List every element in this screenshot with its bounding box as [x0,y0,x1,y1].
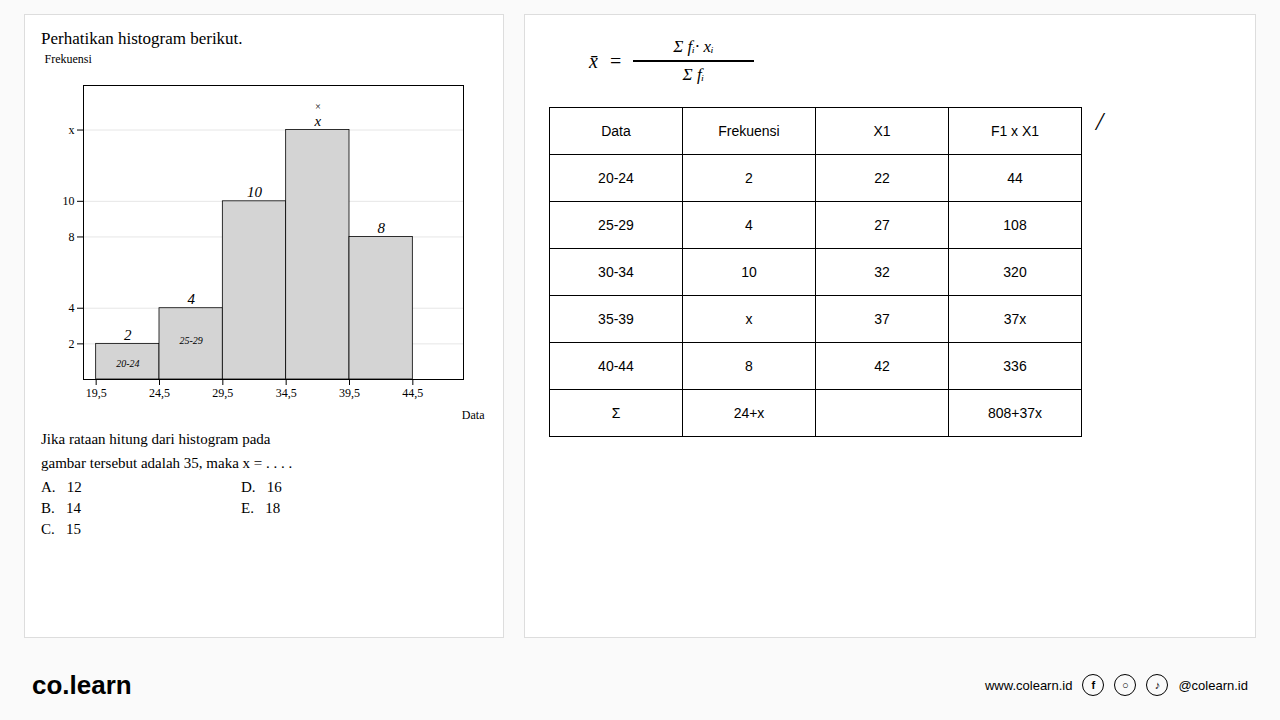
svg-text:2: 2 [69,337,75,351]
svg-text:44,5: 44,5 [402,386,423,400]
svg-text:10: 10 [63,194,75,208]
svg-text:39,5: 39,5 [339,386,360,400]
html-text:www.colearn.id: www.colearn.id [985,677,1073,693]
html-text:Perhatikan histogram berikut.: Perhatikan histogram berikut. [41,29,243,48]
html-text:336: 336 [1003,358,1027,374]
html-text:42: 42 [874,358,890,374]
html-text:37x: 37x [1003,311,1027,327]
html-text:x: x [745,311,753,327]
html-text:f: f [1091,679,1096,691]
html-text:44: 44 [1007,170,1023,186]
svg-text:29,5: 29,5 [212,386,233,400]
svg-text:x: x [313,113,321,129]
html-text:@colearn.id: @colearn.id [1178,677,1248,693]
html-text:D. 16: D. 16 [241,479,282,495]
html-text:A. 12: A. 12 [41,479,82,495]
html-text:C. 15: C. 15 [41,521,81,537]
html-text:24+x: 24+x [733,405,765,421]
html-text:22: 22 [874,170,890,186]
svg-text:4: 4 [69,301,75,315]
html-text:25-29: 25-29 [598,217,634,233]
svg-text:4: 4 [187,291,195,307]
html-text:27: 27 [874,217,890,233]
svg-text:Frekuensi: Frekuensi [45,52,93,66]
svg-text:8: 8 [377,220,385,236]
html-text:320: 320 [1003,264,1027,280]
html-text:4: 4 [745,217,753,233]
html-text:Frekuensi: Frekuensi [718,123,780,139]
svg-text:20-24: 20-24 [116,358,139,369]
html-text:108: 108 [1003,217,1027,233]
html-text:Jika rataan hitung dari histog: Jika rataan hitung dari histogram pada g… [41,431,293,471]
svg-text:Data: Data [462,408,485,422]
html-text:Σ: Σ [611,405,621,421]
html-text:35-39: 35-39 [598,311,634,327]
html-text:X1: X1 [873,123,891,139]
html-text:x̄: x̄ [589,49,598,72]
html-text:Data: Data [601,123,631,139]
svg-text:25-29: 25-29 [179,335,202,346]
html-text:Σ fᵢ· xᵢ: Σ fᵢ· xᵢ [673,37,714,56]
svg-text:10: 10 [247,184,263,200]
html-text:F1 x X1: F1 x X1 [990,123,1040,139]
svg-text:19,5: 19,5 [86,386,107,400]
html-text:Σ fᵢ: Σ fᵢ [682,65,705,84]
html-text:808+37x: 808+37x [987,405,1042,421]
svg-text:2: 2 [124,327,132,343]
html-text:30-34: 30-34 [598,264,634,280]
html-text:10: 10 [741,264,757,280]
html-text:20-24: 20-24 [598,170,634,186]
svg-text:34,5: 34,5 [276,386,297,400]
svg-text:24,5: 24,5 [149,386,170,400]
svg-text:×: × [314,101,321,112]
html-text:32: 32 [874,264,890,280]
html-text:co.learn: co.learn [32,669,132,700]
html-text:B. 14: B. 14 [41,500,81,516]
html-text:E. 18: E. 18 [241,500,281,516]
html-text:2: 2 [745,170,753,186]
html-text:37: 37 [874,311,890,327]
html-text:8: 8 [745,358,753,374]
svg-text:8: 8 [69,230,75,244]
html-text:40-44: 40-44 [598,358,634,374]
svg-text:x: x [69,123,75,137]
